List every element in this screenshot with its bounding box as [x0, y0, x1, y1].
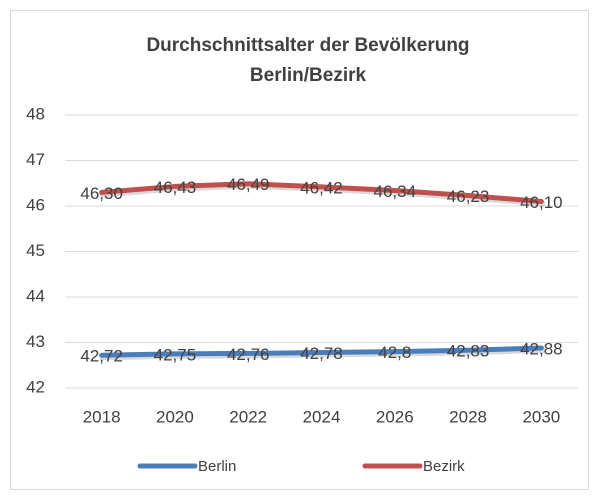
x-tick-label: 2024	[303, 407, 341, 426]
data-label: 42,83	[447, 342, 490, 361]
data-label: 46,42	[300, 178, 343, 197]
x-tick-label: 2026	[376, 407, 414, 426]
chart-border	[10, 10, 589, 490]
y-tick-label: 42	[26, 377, 45, 396]
data-label: 46,34	[374, 182, 417, 201]
data-label: 42,76	[227, 345, 270, 364]
data-label: 46,30	[80, 184, 123, 203]
data-label: 42,72	[80, 347, 123, 366]
legend-label: Berlin	[198, 458, 236, 475]
legend-label: Bezirk	[423, 458, 465, 475]
x-tick-label: 2018	[83, 407, 121, 426]
data-label: 46,10	[520, 193, 563, 212]
x-tick-label: 2022	[229, 407, 267, 426]
data-label: 46,43	[154, 178, 197, 197]
data-label: 46,23	[447, 187, 490, 206]
data-label: 42,8	[378, 343, 411, 362]
y-tick-label: 48	[26, 104, 45, 123]
y-tick-label: 46	[26, 195, 45, 214]
x-tick-label: 2028	[449, 407, 487, 426]
chart-title: Berlin/Bezirk	[250, 65, 367, 86]
y-tick-label: 47	[26, 150, 45, 169]
chart-title: Durchschnittsalter der Bevölkerung	[146, 35, 469, 56]
y-tick-label: 44	[26, 286, 45, 305]
y-tick-label: 43	[26, 332, 45, 351]
series-line	[99, 345, 544, 358]
x-tick-label: 2020	[156, 407, 194, 426]
y-tick-label: 45	[26, 241, 45, 260]
data-label: 42,88	[520, 339, 563, 358]
series-line	[99, 181, 544, 204]
data-label: 42,75	[154, 345, 197, 364]
x-tick-label: 2030	[522, 407, 560, 426]
data-label: 42,78	[300, 344, 343, 363]
data-label: 46,49	[227, 175, 270, 194]
